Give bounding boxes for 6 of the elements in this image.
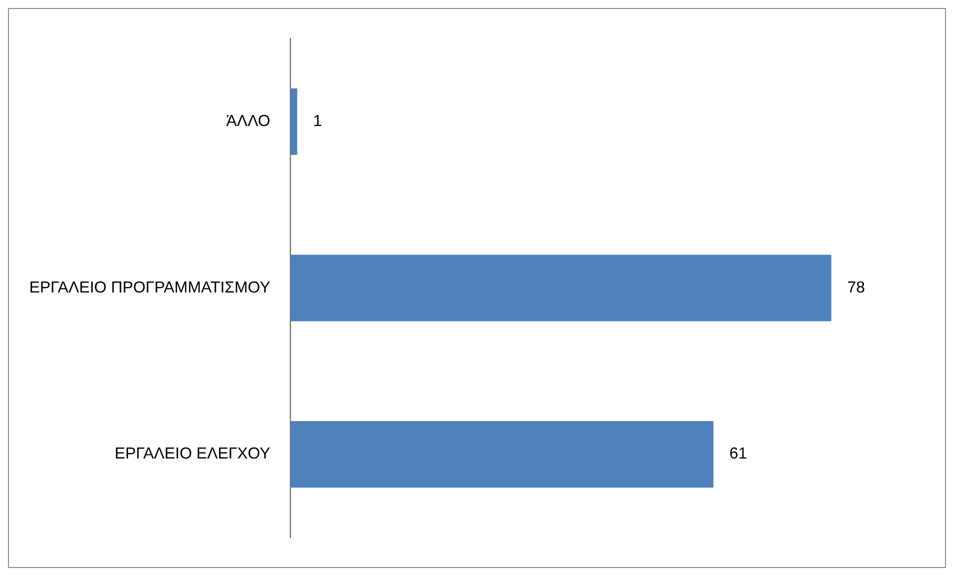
y-tick-label: ΕΡΓΑΛΕΙΟ ΕΛΕΓΧΟΥ — [114, 446, 271, 463]
y-tick-label: ΕΡΓΑΛΕΙΟ ΠΡΟΓΡΑΜΜΑΤΙΣΜΟΥ — [29, 279, 271, 296]
y-tick-label: ΆΛΛΟ — [226, 113, 270, 130]
data-label: 61 — [729, 446, 748, 463]
data-label: 78 — [847, 279, 866, 296]
data-label: 1 — [313, 113, 322, 130]
